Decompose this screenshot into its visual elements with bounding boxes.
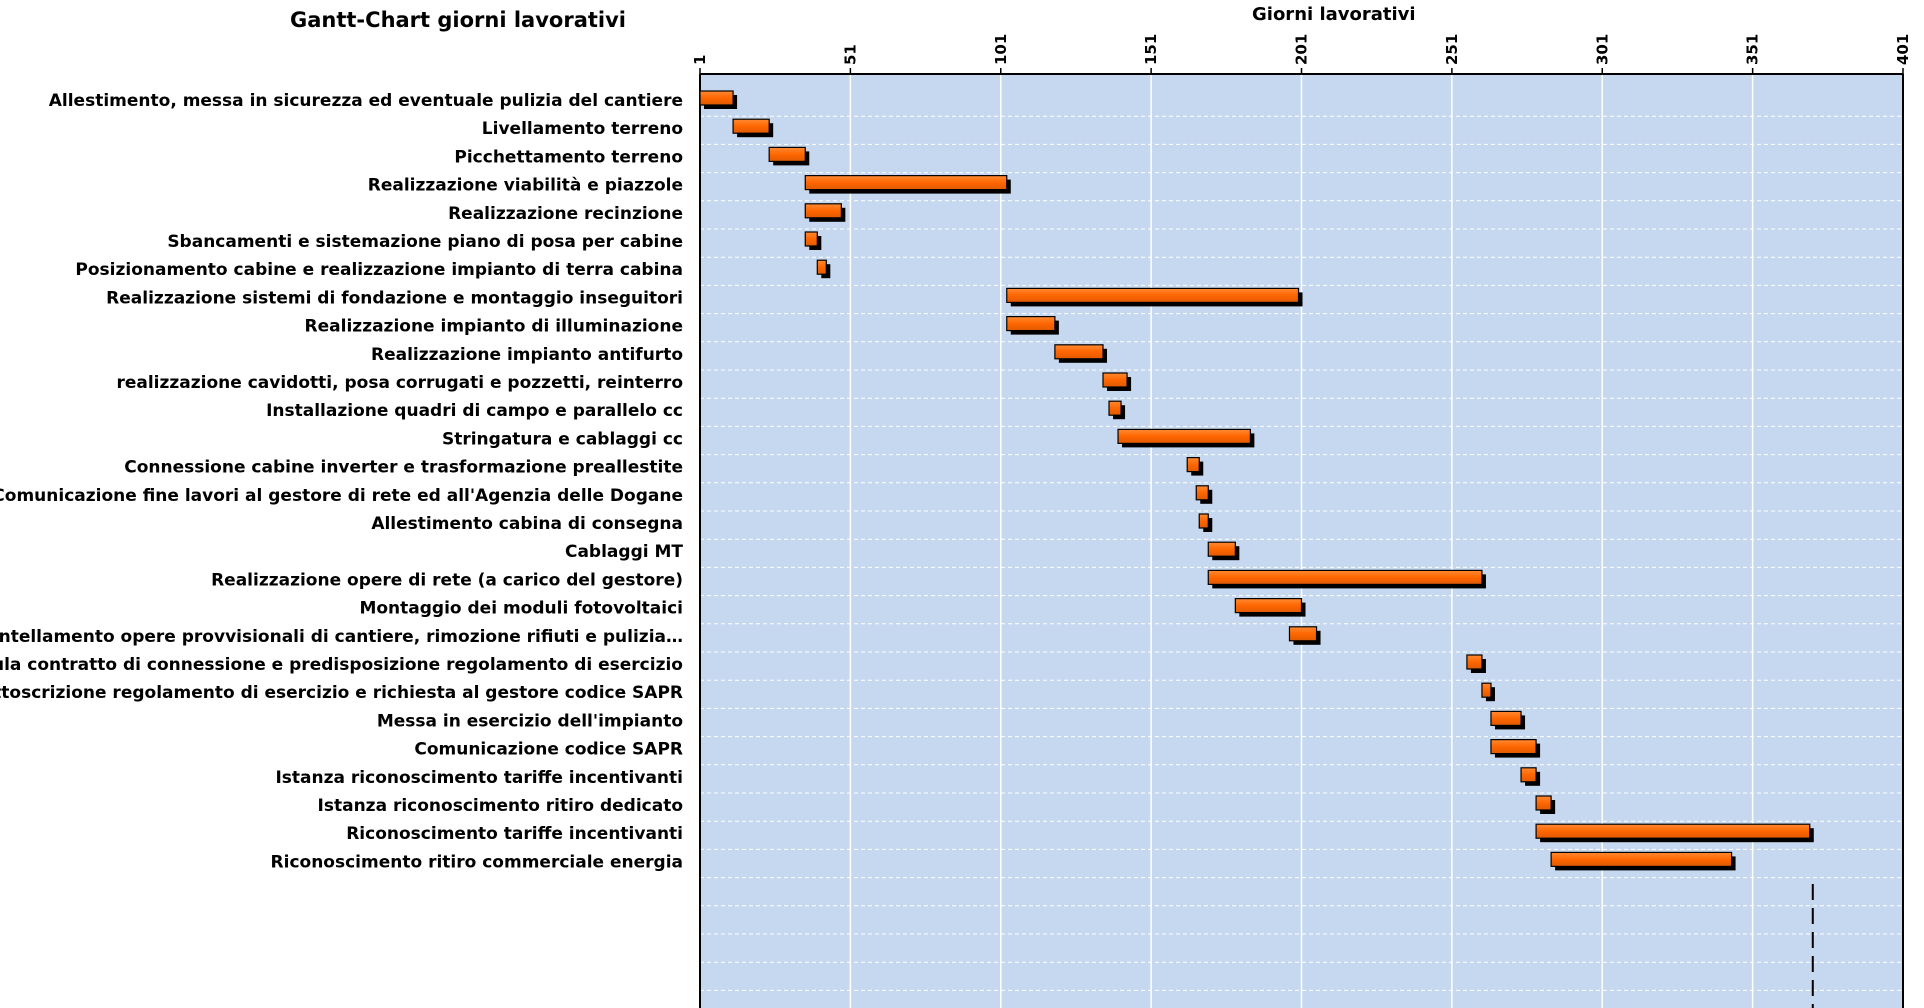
task-label: Comunicazione codice SAPR	[414, 740, 683, 760]
task-bar	[699, 90, 734, 106]
task-bar	[1234, 597, 1303, 614]
task-label: Montaggio dei moduli fotovoltaici	[359, 599, 683, 619]
tick-label: 301	[1593, 34, 1611, 65]
task-bar	[732, 118, 770, 134]
task-bar	[1207, 541, 1236, 557]
task-label: Connessione cabine inverter e trasformaz…	[124, 458, 683, 478]
task-bar	[1195, 485, 1209, 501]
task-bar	[804, 203, 842, 219]
task-bars	[699, 90, 1814, 871]
task-bar	[1198, 513, 1209, 529]
task-bar	[1006, 316, 1056, 332]
task-bar	[1535, 823, 1811, 839]
chart-title: Gantt-Chart giorni lavorativi	[290, 8, 626, 32]
task-bar	[1006, 287, 1300, 303]
task-bar	[1481, 682, 1492, 698]
task-label: Smantellamento opere provvisionali di ca…	[0, 627, 683, 647]
tick-label: 51	[841, 44, 859, 65]
task-bar	[816, 259, 827, 275]
task-bar	[804, 231, 818, 247]
task-label: Stringatura e cablaggi cc	[442, 429, 683, 449]
task-label: realizzazione cavidotti, posa corrugati …	[116, 373, 683, 393]
task-bar	[768, 146, 806, 162]
task-bar	[1207, 569, 1483, 586]
task-bar	[804, 175, 1008, 191]
task-bar	[1520, 767, 1537, 783]
task-bar	[1490, 710, 1522, 727]
task-label: Allestimento cabina di consegna	[371, 514, 683, 534]
task-label: Installazione quadri di campo e parallel…	[266, 401, 683, 421]
task-label: Comunicazione fine lavori al gestore di …	[0, 486, 683, 506]
x-axis-title: Giorni lavorativi	[1252, 4, 1416, 25]
task-label: Allestimento, messa in sicurezza ed even…	[49, 91, 683, 111]
task-label: Riconoscimento ritiro commerciale energi…	[271, 852, 683, 872]
task-labels: Allestimento, messa in sicurezza ed even…	[0, 91, 683, 872]
task-label: Istanza riconoscimento ritiro dedicato	[318, 796, 683, 816]
task-bar	[1054, 344, 1104, 360]
task-label: Realizzazione viabilità e piazzole	[368, 176, 683, 196]
tick-label: 251	[1443, 34, 1461, 65]
task-bar	[1108, 400, 1122, 416]
task-bar	[1288, 626, 1318, 642]
task-bar	[1186, 457, 1200, 473]
task-label: Realizzazione impianto di illuminazione	[305, 317, 683, 337]
task-bar	[1102, 372, 1128, 388]
tick-label: 201	[1293, 34, 1311, 65]
x-axis-ticks: 1 51 101 151 201 251 301 351 401	[691, 34, 1912, 74]
task-label: Livellamento terreno	[482, 119, 683, 139]
task-label: Posizionamento cabine e realizzazione im…	[75, 260, 683, 280]
task-label: Sbancamenti e sistemazione piano di posa…	[167, 232, 683, 252]
tick-label: 151	[1142, 34, 1160, 65]
tick-label: 351	[1744, 34, 1762, 65]
tick-label: 401	[1894, 34, 1912, 65]
task-label: Picchettamento terreno	[454, 147, 683, 167]
task-label: Realizzazione sistemi di fondazione e mo…	[106, 288, 683, 308]
task-bar	[1535, 795, 1552, 811]
task-label: Messa in esercizio dell'impianto	[377, 711, 683, 731]
task-label: Riconoscimento tariffe incentivanti	[346, 824, 683, 844]
task-bar	[1490, 738, 1537, 755]
task-label: Istanza riconoscimento tariffe incentiva…	[275, 768, 683, 788]
horizontal-gridlines	[700, 115, 1903, 991]
tick-label: 1	[691, 55, 709, 65]
task-label: Realizzazione opere di rete (a carico de…	[211, 570, 683, 590]
task-bar	[1117, 428, 1251, 444]
task-label: Stipula contratto di connessione e predi…	[0, 655, 683, 675]
task-label: Sottoscrizione regolamento di esercizio …	[0, 683, 683, 703]
task-label: Cablaggi MT	[565, 542, 683, 562]
task-bar	[1466, 654, 1483, 670]
tick-label: 101	[992, 34, 1010, 65]
task-bar	[1550, 851, 1733, 868]
task-label: Realizzazione impianto antifurto	[371, 345, 683, 365]
task-label: Realizzazione recinzione	[448, 204, 683, 224]
